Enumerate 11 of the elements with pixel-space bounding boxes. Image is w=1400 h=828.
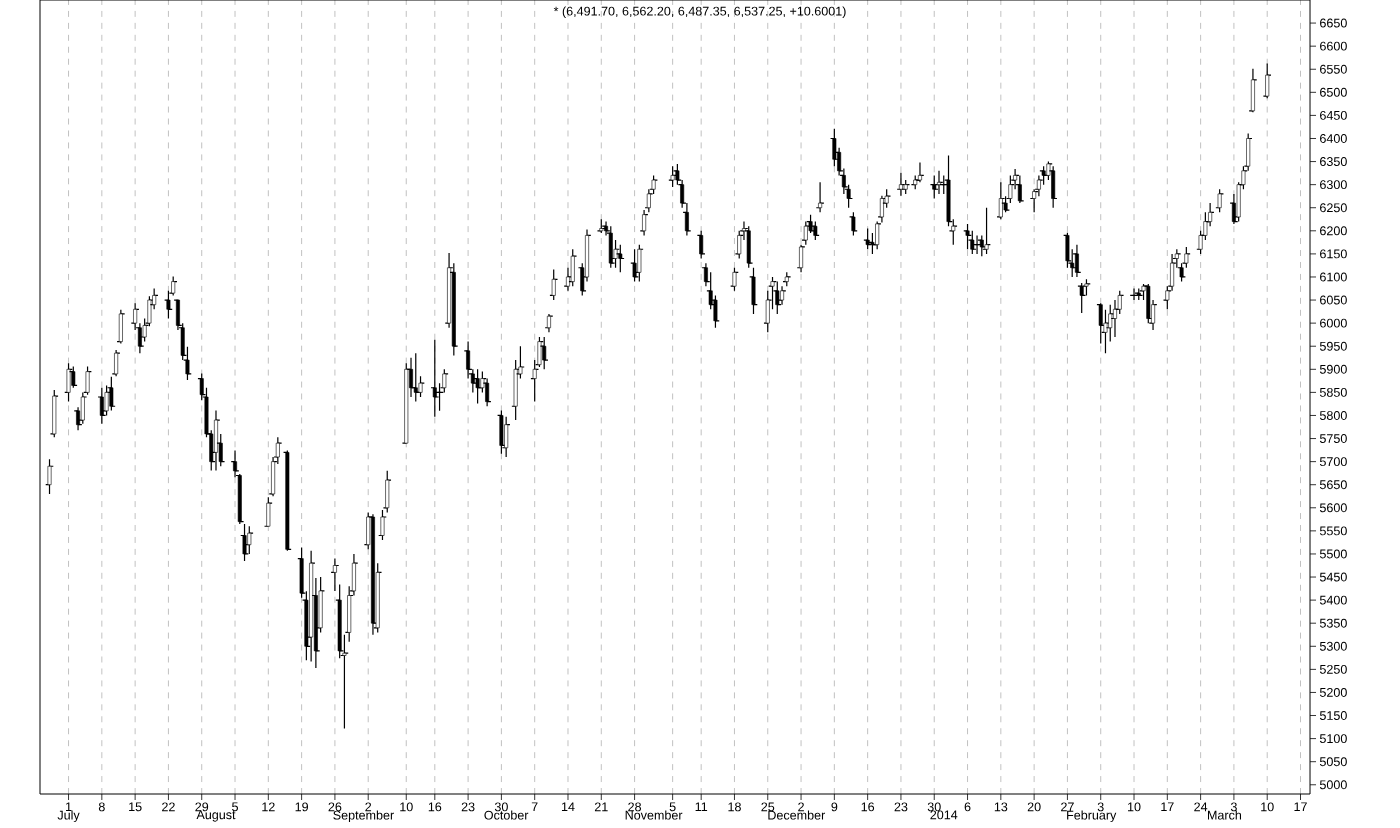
candlestick xyxy=(242,523,247,562)
candlestick xyxy=(751,267,756,315)
candlestick xyxy=(380,509,385,541)
candlestick xyxy=(47,458,52,495)
candlestick xyxy=(965,223,970,250)
candlestick xyxy=(1103,309,1108,354)
candlestick xyxy=(66,362,71,403)
candlestick xyxy=(732,267,737,292)
candlestick xyxy=(632,248,637,283)
candlestick xyxy=(984,207,989,255)
candlestick xyxy=(104,384,109,417)
